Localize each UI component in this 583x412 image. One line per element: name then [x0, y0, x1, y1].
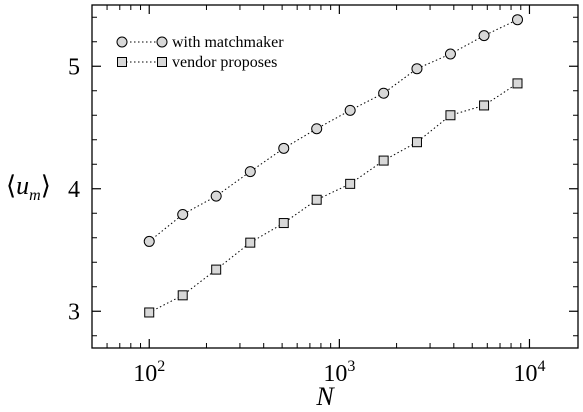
data-point [144, 307, 155, 318]
data-point [378, 87, 390, 99]
data-point [177, 290, 188, 301]
data-point [344, 104, 356, 116]
legend-entry-2: vendor proposes [117, 54, 277, 71]
legend-entry-1: with matchmaker [116, 34, 284, 51]
plot-frame [91, 4, 579, 349]
series-layer [143, 14, 523, 318]
data-point [311, 194, 322, 205]
axis-labels: N ⟨um⟩ [6, 171, 335, 411]
data-point [478, 30, 490, 42]
data-point [512, 78, 523, 89]
data-point [210, 190, 222, 202]
data-point [511, 14, 523, 26]
data-point [177, 208, 189, 220]
data-point [479, 100, 490, 111]
legend-marker-end [157, 57, 167, 67]
legend-label: with matchmaker [172, 34, 284, 51]
data-point [244, 166, 256, 178]
series-line [148, 19, 518, 242]
series-1 [143, 14, 523, 247]
data-point [278, 142, 290, 154]
legend-marker-start [116, 36, 128, 48]
x-tick-label: 102 [133, 358, 165, 387]
data-point [378, 155, 389, 166]
x-axis-label: N [315, 382, 335, 411]
data-point [245, 237, 256, 248]
data-point [411, 63, 423, 75]
y-tick-label: 5 [68, 54, 80, 80]
legend-label: vendor proposes [172, 54, 277, 71]
data-point [444, 48, 456, 60]
x-tick-label: 104 [513, 358, 545, 387]
legend: with matchmaker vendor proposes [116, 34, 284, 71]
data-point [311, 123, 323, 135]
legend-marker-start [117, 57, 127, 67]
data-point [445, 110, 456, 121]
data-point [345, 178, 356, 189]
data-point [143, 235, 155, 247]
y-tick-label: 3 [68, 299, 80, 325]
data-point [411, 137, 422, 148]
axes-layer: 102 103 104 3 4 5 [68, 4, 579, 387]
data-point [278, 218, 289, 229]
series-2 [144, 78, 523, 318]
x-tick-label: 103 [323, 358, 355, 387]
y-axis-label: ⟨um⟩ [6, 171, 51, 204]
data-point [211, 264, 222, 275]
y-tick-label: 4 [68, 177, 80, 203]
series-line [149, 82, 518, 313]
legend-marker-end [156, 36, 168, 48]
